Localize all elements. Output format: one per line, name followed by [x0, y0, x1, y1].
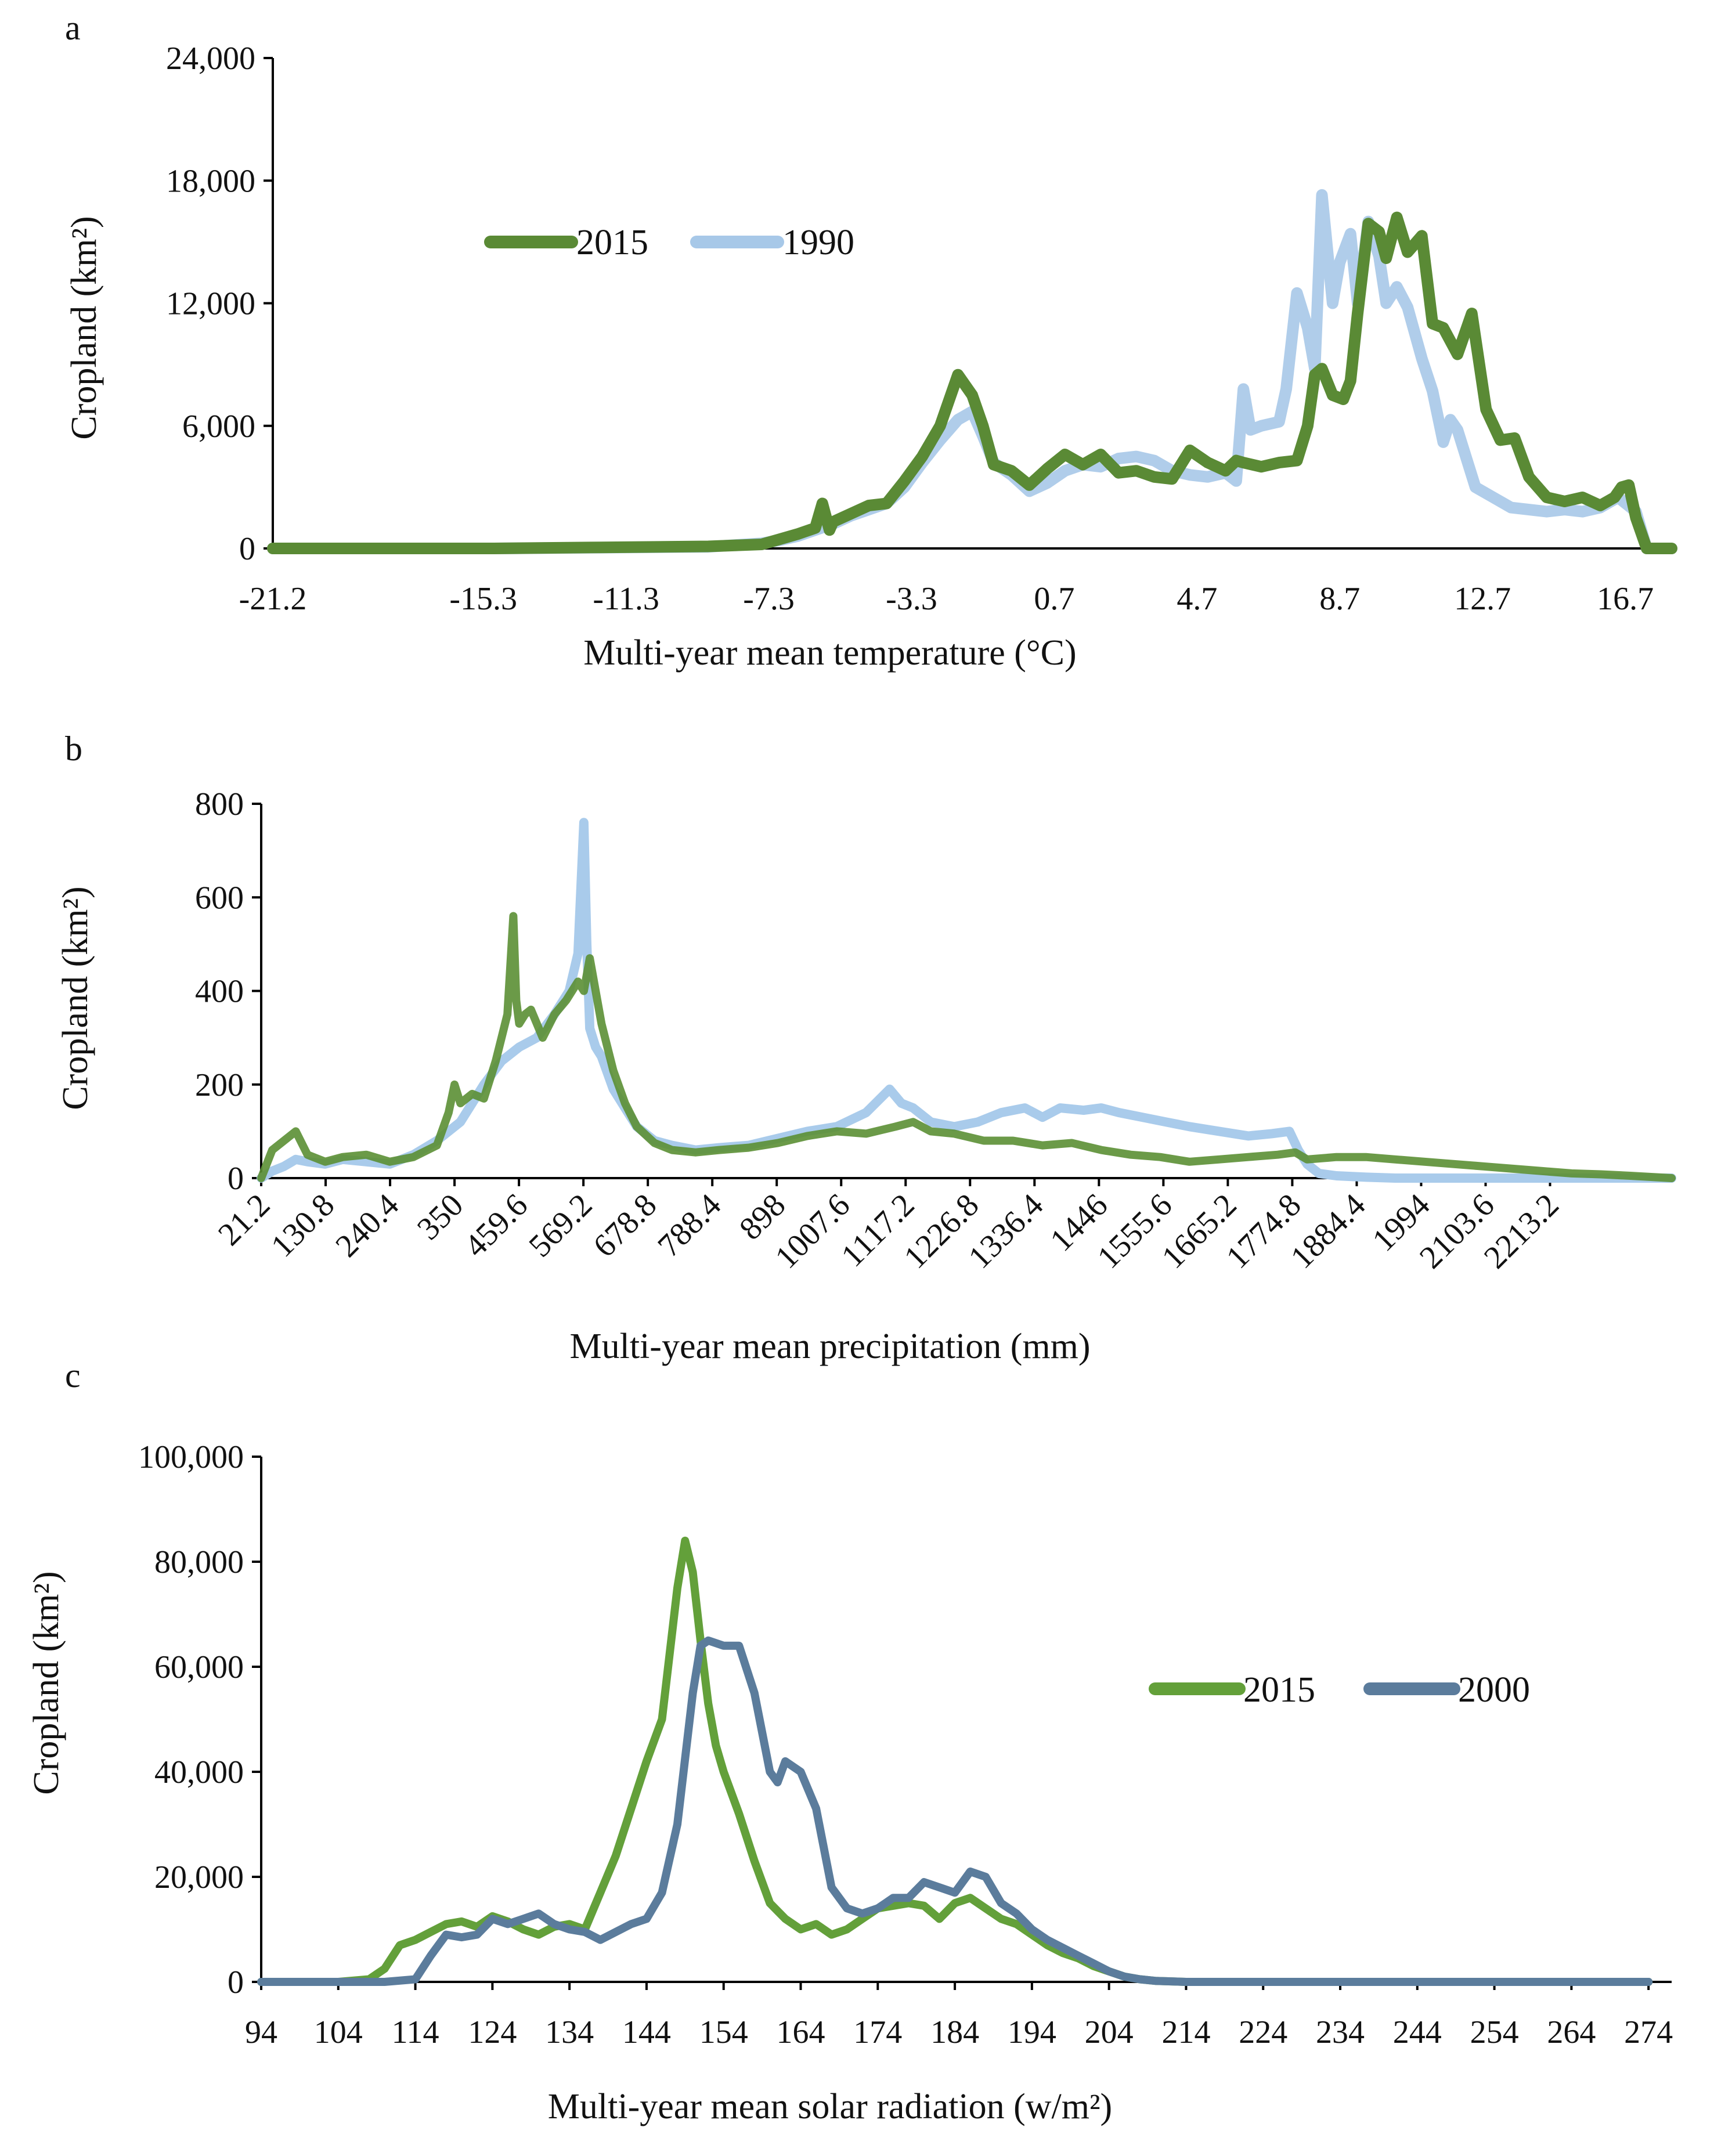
x-tick-label-a: -21.2 — [239, 581, 307, 617]
series-line-a-2015 — [267, 211, 1677, 554]
panel-a-letter: a — [65, 9, 81, 47]
y-tick-label-b: 200 — [195, 1067, 244, 1103]
x-tick-label-c: 214 — [1161, 2014, 1210, 2050]
panel-b-letter: b — [65, 729, 82, 768]
x-tick-label-c: 234 — [1316, 2014, 1365, 2050]
x-tick-label-a: -11.3 — [593, 581, 659, 617]
x-tick-label-c: 204 — [1085, 2014, 1134, 2050]
x-tick-label-c: 264 — [1547, 2014, 1596, 2050]
x-tick-label-a: 12.7 — [1454, 581, 1511, 617]
x-axis-title-b: Multi-year mean precipitation (mm) — [570, 1327, 1091, 1366]
x-tick-label-a: 16.7 — [1597, 581, 1654, 617]
legend-a-label-1990: 1990 — [782, 223, 854, 262]
legend-a-label-2015: 2015 — [576, 223, 648, 262]
x-tick-label-c: 144 — [622, 2014, 671, 2050]
legend-a: 2015 1990 — [484, 223, 854, 262]
x-tick-label-c: 154 — [699, 2014, 748, 2050]
x-tick-label-c: 274 — [1624, 2014, 1673, 2050]
y-tick-label-a: 6,000 — [182, 409, 255, 445]
y-tick-label-c: 100,000 — [138, 1439, 244, 1475]
x-tick-label-a: -3.3 — [886, 581, 937, 617]
y-axis-title-b: Cropland (km²) — [56, 886, 95, 1110]
series-line-c-2000 — [257, 1636, 1653, 1986]
x-tick-label-c: 244 — [1393, 2014, 1442, 2050]
legend-c: 2015 2000 — [1149, 1670, 1530, 1710]
y-axis-title-a: Cropland (km²) — [64, 216, 104, 439]
x-tick-label-a: 8.7 — [1319, 581, 1360, 617]
x-tick-label-a: 0.7 — [1034, 581, 1074, 617]
x-tick-label-c: 184 — [930, 2014, 979, 2050]
legend-c-label-2015: 2015 — [1243, 1670, 1315, 1710]
x-tick-label-c: 124 — [468, 2014, 517, 2050]
series-line-b-2015 — [257, 912, 1676, 1182]
x-axis-title-c: Multi-year mean solar radiation (w/m²) — [548, 2087, 1112, 2126]
chart-panel-c: 0 20,000 40,000 60,000 80,000 100,000 94 104 114… — [138, 1439, 1673, 2050]
y-axis-title-c: Cropland (km²) — [27, 1571, 66, 1794]
y-tick-label-a: 0 — [239, 531, 255, 567]
y-tick-label-c: 20,000 — [154, 1859, 244, 1895]
y-tick-label-c: 60,000 — [154, 1649, 244, 1685]
y-tick-label-b: 0 — [228, 1161, 244, 1197]
x-tick-label-a: -15.3 — [449, 581, 517, 617]
x-tick-label-c: 254 — [1470, 2014, 1519, 2050]
y-tick-label-b: 800 — [195, 786, 244, 822]
x-tick-label-a: -7.3 — [743, 581, 795, 617]
y-tick-label-c: 80,000 — [154, 1544, 244, 1580]
y-tick-label-a: 18,000 — [166, 163, 255, 199]
legend-c-label-2000: 2000 — [1458, 1670, 1530, 1710]
y-tick-label-c: 40,000 — [154, 1754, 244, 1790]
panel-c-letter: c — [65, 1356, 81, 1395]
y-tick-label-c: 0 — [228, 1964, 244, 2000]
y-tick-label-a: 12,000 — [166, 286, 255, 322]
x-tick-label-c: 224 — [1239, 2014, 1287, 2050]
x-tick-label-c: 174 — [853, 2014, 902, 2050]
y-tick-label-a: 24,000 — [166, 41, 255, 77]
x-axis-title-a: Multi-year mean temperature (°C) — [583, 633, 1076, 673]
x-tick-label-a: 4.7 — [1177, 581, 1217, 617]
y-tick-label-b: 400 — [195, 974, 244, 1010]
x-tick-label-c: 164 — [777, 2014, 825, 2050]
x-tick-label-c: 94 — [245, 2014, 277, 2050]
x-tick-label-c: 104 — [314, 2014, 363, 2050]
x-tick-label-c: 134 — [545, 2014, 594, 2050]
series-line-b-1990 — [257, 818, 1676, 1183]
x-tick-label-c: 194 — [1008, 2014, 1056, 2050]
y-tick-label-b: 600 — [195, 880, 244, 916]
x-tick-label-c: 114 — [392, 2014, 439, 2050]
chart-panel-a: 0 6,000 12,000 18,000 24,000 -21.2 -15.3 -11.3 -… — [166, 41, 1677, 617]
